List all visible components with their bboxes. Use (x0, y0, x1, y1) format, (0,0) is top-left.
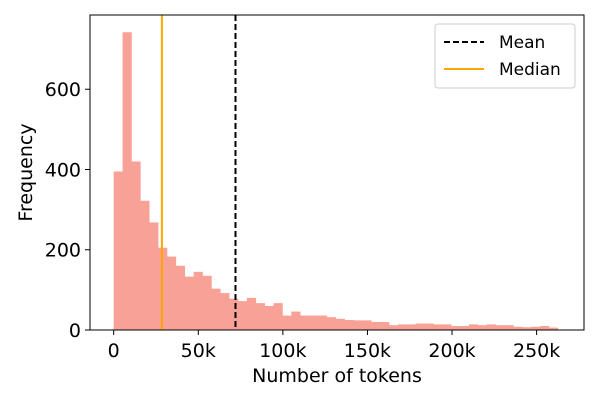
histogram-bar (504, 325, 514, 330)
histogram-bar (175, 265, 186, 330)
histogram-bar (255, 303, 265, 330)
histogram-bar (211, 288, 221, 330)
histogram-bar (202, 275, 212, 330)
histogram-bar (309, 315, 319, 330)
y-tick-label: 400 (45, 159, 81, 181)
histogram-bar (291, 311, 301, 330)
histogram-bar (406, 324, 416, 330)
histogram-bar (184, 276, 194, 330)
histogram-bar (166, 256, 177, 330)
histogram-bar (238, 301, 248, 330)
histogram-bar (122, 32, 132, 331)
histogram-bar (317, 315, 328, 330)
y-axis-ticks: 0 200 400 600 (45, 79, 90, 342)
histogram-bar (113, 171, 123, 330)
histogram-bar (300, 315, 310, 330)
histogram-bar (371, 321, 381, 330)
legend: Mean Median (434, 23, 576, 89)
histogram-bar (513, 326, 523, 330)
y-tick-label: 0 (69, 320, 81, 342)
axes-frame (89, 14, 585, 331)
histogram-bar (220, 293, 230, 330)
histogram-bar (131, 161, 141, 330)
histogram-bar (468, 324, 479, 330)
histogram-bars (113, 32, 559, 331)
histogram-bar (531, 326, 541, 330)
histogram-bar (273, 303, 283, 330)
x-tick-label: 200k (428, 340, 475, 362)
histogram-bar (522, 327, 532, 330)
legend-box (434, 23, 576, 89)
histogram-bar (335, 318, 345, 330)
histogram-bar (282, 315, 292, 330)
histogram-bar (353, 320, 363, 330)
histogram-bar (397, 324, 408, 330)
y-tick-label: 600 (45, 79, 81, 101)
histogram-bar (540, 325, 550, 330)
histogram-bar (486, 324, 496, 330)
x-tick-label: 100k (259, 340, 306, 362)
legend-median-label: Median (499, 60, 561, 80)
x-axis-ticks: 0 50k 100k 150k 200k 250k (108, 330, 560, 362)
histogram-bar (451, 325, 461, 330)
histogram-bar (246, 297, 257, 330)
y-axis-label: Frequency (15, 123, 37, 221)
x-tick-label: 0 (108, 340, 120, 362)
histogram-bar (433, 324, 443, 330)
histogram-bar (424, 323, 434, 330)
legend-mean-label: Mean (499, 33, 545, 53)
reference-lines (160, 15, 237, 330)
x-axis-label: Number of tokens (252, 365, 422, 387)
histogram-bar (140, 200, 150, 330)
y-tick-label: 200 (45, 240, 81, 262)
histogram-bar (264, 305, 274, 330)
histogram-bar (362, 320, 372, 330)
histogram-bar (495, 325, 505, 330)
histogram-bar (477, 325, 488, 330)
histogram-bar (193, 271, 203, 330)
histogram-bar (344, 319, 354, 330)
x-tick-label: 150k (344, 340, 391, 362)
histogram-bar (380, 321, 390, 330)
histogram-bar (415, 323, 425, 330)
histogram-bar (442, 324, 452, 330)
histogram-bar (389, 325, 399, 330)
histogram-bar (326, 317, 337, 330)
histogram-bar (149, 222, 159, 330)
histogram-bar (548, 327, 559, 330)
x-tick-label: 250k (513, 340, 560, 362)
histogram-bar (460, 325, 470, 330)
x-tick-label: 50k (181, 340, 216, 362)
histogram-bar (229, 298, 239, 330)
